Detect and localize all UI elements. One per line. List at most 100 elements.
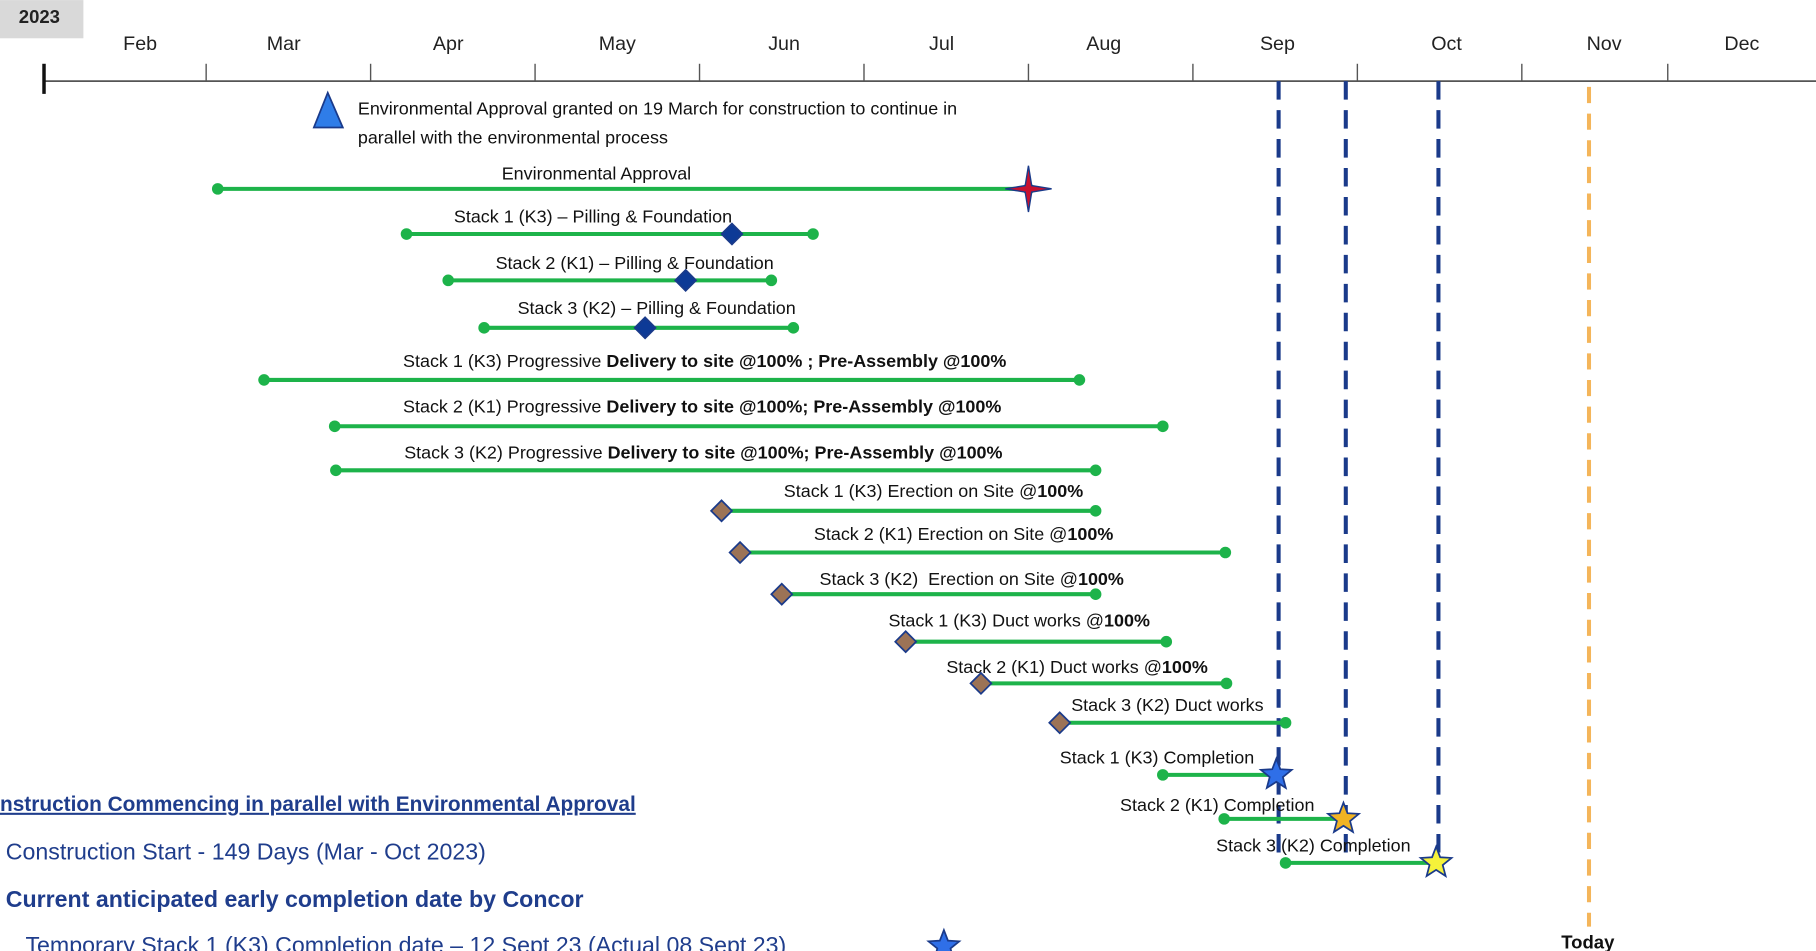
- task-start: [328, 420, 341, 433]
- task-start: [1279, 857, 1292, 869]
- task: Stack 2 (K1) Erection on Site @100%: [728, 524, 1232, 565]
- task: Stack 1 (K3) Erection on Site @100%: [709, 481, 1102, 523]
- task-label-text: Stack 3 (K2) Progressive: [404, 443, 607, 463]
- task-marker: [728, 540, 752, 565]
- approval-note: Environmental Approval granted on 19 Mar…: [358, 99, 957, 119]
- task-end: [1219, 546, 1232, 559]
- task-start: [400, 228, 413, 240]
- task-label-text: Stack 3 (K2) Completion: [1216, 835, 1410, 855]
- task-label: Stack 2 (K1) Duct works @100%: [946, 657, 1208, 677]
- task: Stack 3 (K2) Erection on Site @100%: [770, 569, 1124, 606]
- month-label: Dec: [1724, 33, 1759, 55]
- task-label-text: Stack 3 (K2) – Pilling & Foundation: [518, 298, 796, 318]
- task-label: Stack 1 (K3) Duct works @100%: [888, 611, 1150, 631]
- note: Temporary Stack 1 (K3) Completion date –…: [25, 932, 786, 951]
- task-label: Stack 2 (K1) – Pilling & Foundation: [496, 253, 774, 273]
- task-label-bold: 100%: [1162, 657, 1208, 677]
- today-label: Today: [1561, 932, 1615, 951]
- task-end: [807, 228, 819, 240]
- task: Stack 2 (K1) Duct works @100%: [946, 657, 1233, 696]
- task-label-bold: Delivery to site @100%; Pre-Assembly @10…: [608, 443, 1003, 463]
- task-end: [1279, 716, 1292, 729]
- task-end: [1160, 635, 1173, 648]
- task-label-text: Stack 1 (K3) Progressive: [403, 351, 606, 371]
- task-start: [258, 374, 270, 386]
- task-label-text: Stack 1 (K3) Duct works @: [888, 611, 1104, 631]
- task-label: Stack 1 (K3) – Pilling & Foundation: [454, 206, 732, 226]
- task-marker: [720, 222, 744, 246]
- approval-marker: [312, 90, 345, 129]
- month-label: Jun: [768, 33, 800, 55]
- task-start: [1157, 769, 1169, 781]
- task-label-bold: Delivery to site @100%; Pre-Assembly @10…: [606, 396, 1001, 416]
- task-label-text: Stack 2 (K1) Progressive: [403, 396, 606, 416]
- task-label: Environmental Approval: [502, 164, 691, 184]
- task-end: [787, 322, 800, 334]
- task-start: [1218, 813, 1230, 825]
- task-marker: [1418, 844, 1454, 878]
- month-label: Oct: [1431, 33, 1462, 55]
- month-label: Jul: [929, 33, 954, 55]
- month-label: Apr: [433, 33, 464, 55]
- task-start: [442, 274, 454, 287]
- task-end: [1157, 420, 1169, 433]
- task: Stack 3 (K2) Completion: [1216, 835, 1454, 878]
- task-label-text: Stack 3 (K2) Erection on Site @: [820, 569, 1078, 589]
- task-marker: [673, 268, 698, 293]
- year: 2023: [19, 6, 60, 27]
- task-label-text: Stack 1 (K3) Completion: [1060, 747, 1254, 767]
- task: Stack 3 (K2) Progressive Delivery to sit…: [330, 443, 1102, 477]
- task-label: Stack 1 (K3) Progressive Delivery to sit…: [403, 351, 1006, 371]
- task-marker: [1258, 756, 1294, 790]
- task-end: [1089, 464, 1102, 477]
- note: Current anticipated early completion dat…: [6, 886, 584, 912]
- task-start: [330, 464, 342, 477]
- month-label: Sep: [1260, 33, 1295, 55]
- task-label: Stack 2 (K1) Erection on Site @100%: [814, 524, 1113, 544]
- task-label-text: Environmental Approval: [502, 164, 691, 184]
- tasks: Environmental Approval Stack 1 (K3) – Pil…: [211, 164, 1454, 878]
- task-end: [1220, 677, 1233, 690]
- task: Stack 3 (K2) Duct works: [1048, 695, 1292, 735]
- task-label: Stack 2 (K1) Completion: [1120, 795, 1314, 815]
- task-label: Stack 3 (K2) Duct works: [1071, 695, 1263, 715]
- month-label: Feb: [123, 33, 157, 55]
- month-label: Mar: [267, 33, 301, 55]
- approval-note: parallel with the environmental process: [358, 128, 668, 148]
- task-marker: [1005, 165, 1052, 213]
- task-label: Stack 3 (K2) Progressive Delivery to sit…: [404, 443, 1002, 463]
- task-end: [1089, 505, 1102, 517]
- task: Stack 1 (K3) – Pilling & Foundation: [400, 206, 819, 246]
- notes-heading: nstruction Commencing in parallel with E…: [0, 793, 636, 816]
- milestone-lines: [1276, 81, 1441, 863]
- month-label: May: [599, 33, 636, 55]
- task: Stack 2 (K1) – Pilling & Foundation: [442, 253, 778, 293]
- task-label-bold: 100%: [1037, 481, 1083, 501]
- task: Environmental Approval: [211, 164, 1052, 213]
- month-label: Nov: [1587, 33, 1622, 55]
- task-label-bold: 100%: [1104, 611, 1150, 631]
- task-label-bold: 100%: [1078, 569, 1124, 589]
- task-marker: [770, 582, 794, 606]
- task: Stack 1 (K3) Progressive Delivery to sit…: [258, 351, 1086, 386]
- note-star: [926, 927, 962, 951]
- task-label: Stack 3 (K2) Completion: [1216, 835, 1410, 855]
- task: Stack 3 (K2) – Pilling & Foundation: [478, 298, 800, 340]
- task-label-text: Stack 2 (K1) Erection on Site @: [814, 524, 1068, 544]
- task-label: Stack 1 (K3) Completion: [1060, 747, 1254, 767]
- task: Stack 2 (K1) Completion: [1120, 795, 1362, 834]
- month-label: Aug: [1086, 33, 1121, 55]
- task-label-bold: 100%: [1067, 524, 1113, 544]
- task-start: [478, 322, 490, 334]
- task-marker: [894, 630, 918, 654]
- task-label-text: Stack 1 (K3) Erection on Site @: [784, 481, 1038, 501]
- task-label-text: Stack 3 (K2) Duct works: [1071, 695, 1263, 715]
- task: Stack 2 (K1) Progressive Delivery to sit…: [328, 396, 1169, 433]
- note: Construction Start - 149 Days (Mar - Oct…: [6, 838, 486, 864]
- year-box: [0, 0, 84, 39]
- task: Stack 1 (K3) Duct works @100%: [888, 611, 1173, 654]
- task-marker: [969, 671, 993, 696]
- task-marker: [1325, 800, 1362, 834]
- task-label-text: Stack 2 (K1) Completion: [1120, 795, 1314, 815]
